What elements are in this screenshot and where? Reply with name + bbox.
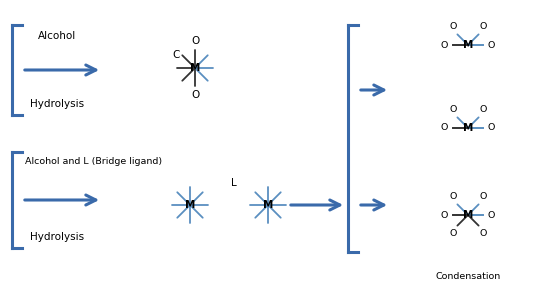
Text: Hydrolysis: Hydrolysis — [30, 232, 84, 242]
Text: C: C — [172, 50, 179, 60]
Text: O: O — [488, 211, 495, 219]
Text: M: M — [263, 200, 273, 210]
Text: M: M — [185, 200, 195, 210]
Text: O: O — [441, 123, 448, 133]
Text: L: L — [231, 178, 237, 188]
Text: O: O — [449, 105, 456, 114]
Text: Condensation: Condensation — [435, 272, 501, 281]
Text: O: O — [480, 23, 487, 31]
Text: M: M — [463, 123, 473, 133]
Text: O: O — [488, 123, 495, 133]
Text: O: O — [480, 229, 487, 238]
Text: O: O — [449, 192, 456, 201]
Text: O: O — [449, 229, 456, 238]
Text: O: O — [488, 40, 495, 50]
Text: O: O — [191, 90, 199, 100]
Text: M: M — [463, 210, 473, 220]
Text: O: O — [191, 36, 199, 46]
Text: O: O — [480, 105, 487, 114]
Text: O: O — [480, 192, 487, 201]
Text: O: O — [441, 211, 448, 219]
Text: M: M — [190, 63, 200, 73]
Text: Hydrolysis: Hydrolysis — [30, 99, 84, 109]
Text: O: O — [441, 40, 448, 50]
Text: Alcohol and L (Bridge ligand): Alcohol and L (Bridge ligand) — [25, 157, 162, 166]
Text: M: M — [463, 40, 473, 50]
Text: Alcohol: Alcohol — [38, 31, 76, 41]
Text: O: O — [449, 23, 456, 31]
